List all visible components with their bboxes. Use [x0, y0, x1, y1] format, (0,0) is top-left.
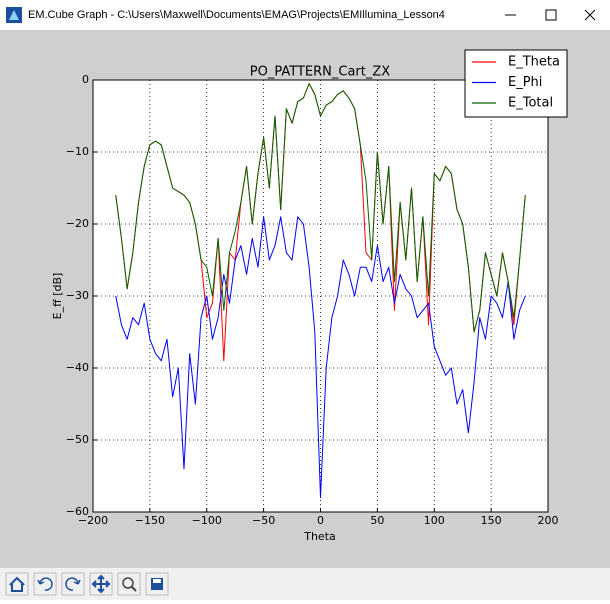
y-tick-label: −30 — [66, 289, 89, 302]
x-tick-label: 100 — [424, 514, 445, 527]
legend-label: E_Total — [508, 96, 553, 111]
legend-box — [464, 49, 568, 118]
save-button[interactable] — [145, 572, 169, 596]
y-tick-label: −40 — [66, 361, 89, 374]
zoom-button[interactable] — [117, 572, 141, 596]
legend-label: E_Phi — [508, 75, 542, 90]
chart-title: PO_PATTERN_Cart_ZX — [250, 65, 390, 80]
x-tick-label: 200 — [538, 514, 559, 527]
y-axis-label: E_ff [dB] — [51, 273, 64, 320]
maximize-button[interactable] — [545, 9, 557, 21]
y-tick-label: −50 — [66, 433, 89, 446]
forward-button[interactable] — [61, 572, 85, 596]
back-button[interactable] — [33, 572, 57, 596]
x-tick-label: 0 — [317, 514, 324, 527]
y-tick-label: 0 — [82, 73, 89, 86]
x-tick-label: 50 — [370, 514, 384, 527]
y-tick-label: −60 — [66, 505, 89, 518]
x-tick-label: −150 — [135, 514, 165, 527]
series-line — [115, 216, 526, 499]
legend-label: E_Theta — [508, 55, 560, 70]
x-tick-label: 150 — [481, 514, 502, 527]
plot: −200 −150 −100 −50 0 50 100 150 200−60−50−40−30−… — [66, 49, 568, 527]
close-button[interactable] — [584, 9, 596, 21]
series-line — [115, 83, 526, 333]
pan-button[interactable] — [89, 572, 113, 596]
x-tick-label: −100 — [192, 514, 222, 527]
x-axis-label: Theta — [303, 530, 336, 543]
y-tick-label: −20 — [66, 217, 89, 230]
x-tick-label: −50 — [252, 514, 275, 527]
app-icon-glyph — [9, 10, 19, 20]
home-button[interactable] — [5, 572, 29, 596]
window-title: EM.Cube Graph - C:\Users\Maxwell\Documen… — [28, 9, 445, 21]
y-tick-label: −10 — [66, 145, 89, 158]
x-tick-label: −200 — [78, 514, 108, 527]
